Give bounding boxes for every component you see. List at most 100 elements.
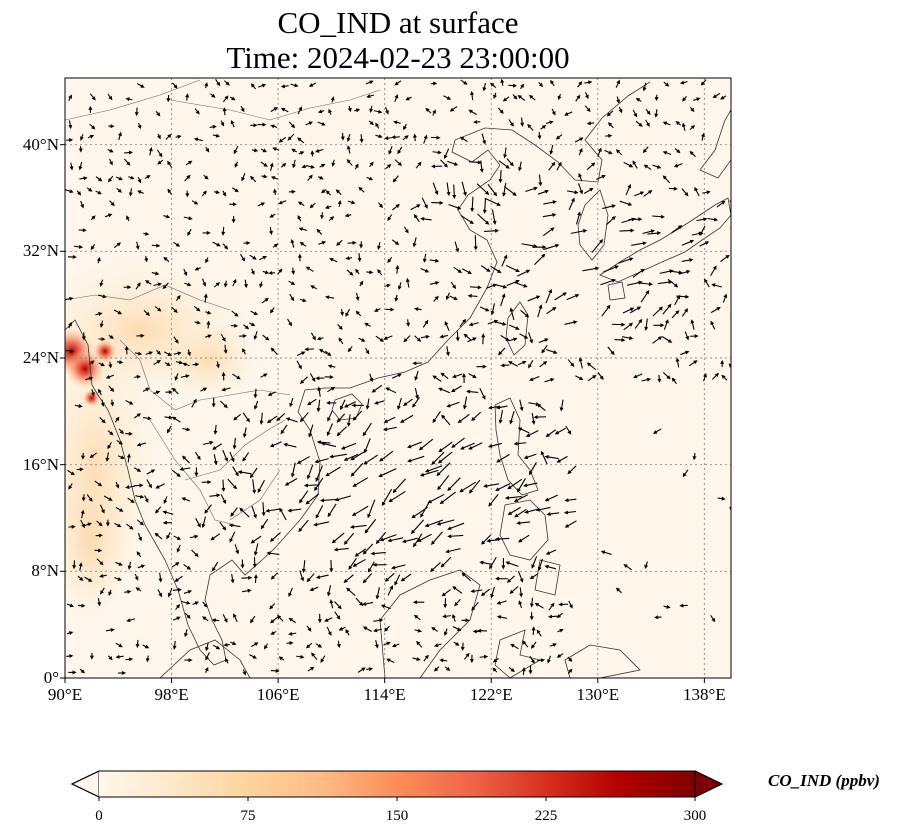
wind-vector-arrow [473, 119, 481, 124]
wind-vector-arrow [558, 602, 569, 607]
wind-vector-arrow [340, 399, 346, 411]
wind-vector-arrow [99, 504, 105, 514]
wind-vector-arrow [378, 202, 383, 209]
wind-vector-arrow [710, 320, 716, 330]
wind-vector-arrow [319, 163, 326, 168]
wind-vector-arrow [99, 279, 104, 287]
wind-vector-arrow [229, 202, 237, 207]
wind-vector-arrow [267, 391, 276, 396]
wind-vector-arrow [176, 544, 181, 553]
wind-vector-arrow [362, 422, 372, 437]
wind-vector-arrow [98, 294, 107, 299]
wind-vector-arrow [250, 642, 259, 648]
wind-vector-arrow [165, 133, 172, 140]
wind-vector-arrow [81, 332, 86, 341]
wind-vector-arrow [643, 164, 652, 171]
wind-vector-arrow [77, 603, 86, 608]
wind-vector-arrow [433, 666, 440, 672]
wind-vector-arrow [375, 134, 383, 139]
wind-vector-arrow [615, 149, 623, 156]
wind-vector-arrow [557, 628, 564, 633]
coastline-korea [577, 189, 609, 261]
wind-vector-arrow [492, 657, 499, 663]
wind-vector-arrow [74, 244, 84, 249]
wind-vector-arrow [367, 561, 375, 573]
coastline-hainan [331, 393, 363, 421]
wind-vector-arrow [520, 309, 530, 318]
wind-vector-arrow [422, 319, 429, 328]
wind-vector-arrow [215, 361, 220, 369]
wind-vector-arrow [144, 280, 152, 285]
wind-vector-arrow [460, 214, 474, 224]
wind-vector-arrow [453, 641, 460, 646]
wind-vector-arrow [591, 239, 604, 253]
wind-vector-arrow [76, 467, 84, 472]
wind-vector-arrow [257, 122, 267, 127]
wind-vector-arrow [379, 534, 397, 542]
wind-vector-arrow [354, 163, 359, 170]
wind-vector-arrow [671, 377, 677, 385]
wind-vector-arrow [123, 150, 133, 155]
wind-vector-arrow [270, 107, 279, 112]
wind-vector-arrow [517, 427, 530, 434]
wind-vector-arrow [157, 159, 164, 165]
wind-vector-arrow [239, 253, 246, 262]
wind-vector-arrow [509, 307, 515, 320]
wind-vector-arrow [400, 573, 412, 582]
wind-vector-arrow [424, 465, 443, 473]
wind-vector-arrow [653, 323, 665, 328]
wind-vector-arrow [185, 93, 190, 101]
wind-vector-arrow [114, 522, 122, 528]
wind-vector-arrow [136, 519, 144, 526]
wind-vector-arrow [155, 483, 165, 489]
wind-vector-arrow [600, 278, 616, 286]
wind-vector-arrow [221, 226, 226, 236]
wind-vector-arrow [586, 162, 596, 171]
wind-vector-arrow [429, 281, 440, 285]
wind-vector-arrow [167, 188, 173, 195]
wind-vector-arrow [135, 494, 145, 499]
wind-vector-arrow [146, 469, 156, 475]
wind-vector-arrow [210, 93, 216, 98]
wind-vector-arrow [299, 376, 308, 384]
wind-vector-arrow [519, 333, 529, 339]
wind-vector-arrow [222, 449, 228, 462]
wind-vector-arrow [163, 496, 168, 505]
wind-vector-arrow [107, 442, 112, 450]
wind-vector-arrow [362, 626, 372, 633]
wind-vector-arrow [559, 399, 564, 412]
wind-vector-arrow [675, 120, 681, 126]
wind-vector-arrow [385, 307, 395, 312]
colorbar-tick-label: 225 [534, 808, 558, 824]
wind-vector-arrow [529, 612, 534, 621]
wind-vector-arrow [468, 479, 481, 494]
wind-vector-arrow [490, 265, 502, 274]
wind-vector-arrow [481, 534, 492, 545]
wind-vector-arrow [495, 405, 508, 410]
wind-vector-arrow [647, 231, 662, 236]
wind-vector-arrow [195, 518, 201, 528]
wind-vector-arrow [392, 478, 406, 494]
wind-vector-arrow [420, 216, 432, 221]
wind-vector-arrow [270, 616, 279, 624]
wind-vector-arrow [681, 122, 686, 131]
wind-vector-arrow [527, 295, 541, 302]
wind-vector-arrow [534, 602, 544, 609]
wind-vector-arrow [352, 558, 366, 567]
wind-vector-arrow [440, 159, 448, 168]
wind-vector-arrow [412, 237, 417, 248]
wind-vector-arrow [343, 574, 354, 583]
wind-vector-arrow [494, 321, 507, 326]
wind-vector-arrow [636, 282, 653, 287]
wind-vector-arrow [280, 424, 288, 435]
wind-vector-arrow [163, 256, 170, 263]
wind-vector-arrow [100, 399, 105, 407]
wind-vector-arrow [517, 269, 531, 277]
wind-vector-arrow [280, 162, 287, 168]
wind-vector-arrow [189, 534, 199, 539]
wind-vector-arrow [574, 137, 584, 143]
wind-vector-arrow [296, 360, 302, 370]
wind-vector-arrow [135, 587, 142, 592]
wind-vector-arrow [163, 214, 171, 219]
